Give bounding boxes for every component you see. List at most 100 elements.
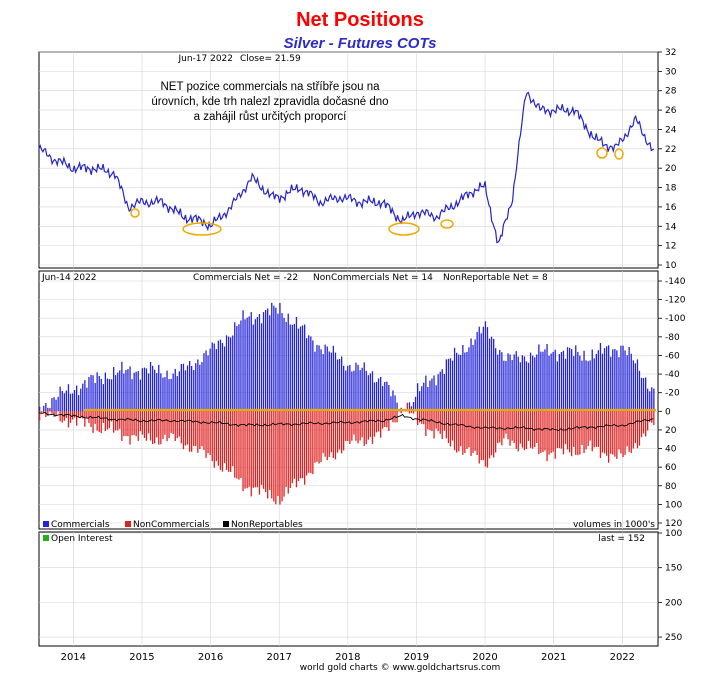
noncommercials-bar [82,411,84,419]
commercials-bar [581,360,583,412]
y-tick-label: 22 [665,145,676,155]
y-tick-label: 12 [665,242,676,252]
noncommercials-bar [279,411,281,505]
noncommercials-bar [451,411,454,441]
noncommercials-bar [525,411,528,449]
noncommercials-bar [275,411,277,505]
noncommercials-bar [534,411,536,448]
noncommercials-bar [616,411,618,459]
noncommercials-bar [246,411,248,489]
noncommercials-bar [314,411,316,463]
commercials-bar [291,324,293,412]
commercials-bar [466,351,468,412]
noncommercials-bar [417,411,419,425]
noncommercials-bar [587,411,589,447]
commercials-bar [414,396,417,412]
y-tick-label: 20 [665,426,677,436]
noncommercials-bar [73,411,76,418]
noncommercials-bar [599,411,602,459]
price-close-label: Close= 21.59 [240,54,301,64]
noncommercials-bar [536,411,538,443]
commercials-bar [57,396,59,412]
commercials-bar [271,302,273,412]
commercials-bar [330,352,332,412]
commercials-bar [532,355,534,412]
x-tick-label: 2021 [541,652,566,663]
noncommercials-bar [357,411,359,444]
commercials-bar [519,362,521,412]
noncommercials-bar [649,411,651,422]
commercials-bar [273,305,275,412]
legend-commercials: Commercials [51,520,110,530]
commercials-bar [410,406,413,412]
y-tick-label: -140 [665,277,686,287]
commercials-bar [162,377,164,412]
noncommercials-bar [104,411,106,431]
commercials-bar [369,373,371,412]
commercials-bar [82,383,84,412]
commercials-bar [443,374,445,412]
commercials-bar [421,386,423,412]
x-tick-label: 2018 [335,652,360,663]
commercials-bar [458,354,460,412]
legend-nonreportables: NonReportables [231,520,303,530]
noncommercials-bar [618,411,620,450]
commercials-bar [610,356,612,412]
commercials-bar [626,355,628,412]
commercials-bar [616,350,618,412]
commercials-bar [65,390,67,412]
commercials-bar [166,370,168,412]
commercials-bar [599,343,602,412]
y-tick-label: 200 [665,598,682,608]
noncommercials-bar [67,411,70,428]
noncommercials-bar [585,411,587,450]
y-tick-label: 60 [665,463,677,473]
legend-noncommercials: NonCommercials [133,520,210,530]
noncommercials-bar [316,411,318,462]
commercials-bar [624,350,626,412]
noncommercials-bar [59,411,61,422]
noncommercials-bar [283,411,285,497]
noncommercials-bar [332,411,334,458]
commercials-bar [628,347,630,412]
noncommercials-bar [410,411,413,413]
noncommercials-bar [304,411,306,485]
noncommercials-bar [550,411,552,453]
noncommercials-bar [232,411,234,467]
noncommercials-bar [595,411,597,447]
commercials-bar [297,328,300,412]
noncommercials-bar [297,411,300,482]
commercials-bar [587,361,589,412]
commercials-bar [538,344,540,412]
commercials-bar [209,348,211,412]
noncommercials-bar [191,411,193,452]
commercials-bar [203,353,205,412]
noncommercials-bar [221,411,224,472]
commercials-bar [71,393,74,412]
noncommercials-bar [532,411,534,449]
noncommercials-bar [137,411,139,441]
noncommercials-bar [412,411,415,414]
commercials-bar [246,317,248,412]
noncommercials-bar [80,411,82,417]
nonreportables-series-line [38,411,654,432]
commercials-bar [464,352,466,412]
noncommercials-bar [466,411,468,449]
noncommercials-bar [431,411,433,432]
noncommercials-bar [211,411,213,462]
commercials-bar [482,326,484,412]
noncommercials-bar [569,411,571,453]
noncommercials-bar [277,411,279,496]
y-tick-label: 28 [665,87,677,97]
noncommercials-bar [123,411,125,437]
commercials-bar [484,321,487,412]
commercials-bar [554,349,556,412]
commercials-bar [601,353,604,412]
commercials-bar [275,307,277,412]
commercials-bar [560,352,563,412]
noncommercials-bar [497,411,499,444]
noncommercials-bar [271,411,273,499]
price-series-line [38,91,655,244]
y-tick-label: 26 [665,106,677,116]
noncommercials-bar [310,411,312,474]
